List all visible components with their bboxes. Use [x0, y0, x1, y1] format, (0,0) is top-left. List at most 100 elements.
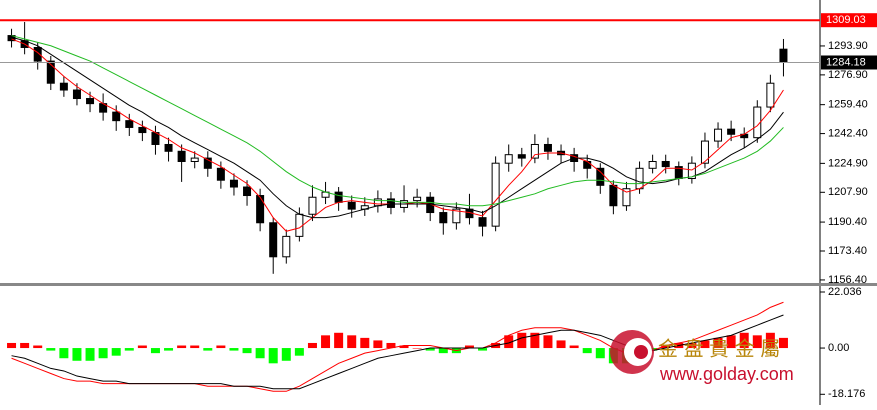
histogram-bar: [242, 348, 252, 354]
histogram-bar: [46, 348, 56, 351]
histogram-bar: [321, 335, 331, 349]
histogram-bar: [464, 345, 474, 349]
candle-body: [269, 222, 278, 258]
histogram-bar: [124, 348, 134, 351]
histogram-bar: [7, 342, 17, 349]
y-tick-label: 1190.40: [828, 216, 867, 228]
indicator-line: [11, 314, 784, 390]
histogram-bar: [360, 337, 370, 349]
histogram-bar: [164, 348, 174, 351]
histogram-bar: [98, 348, 108, 359]
histogram-bar: [294, 348, 304, 356]
histogram-bar: [203, 348, 213, 351]
histogram-bar: [307, 342, 317, 349]
histogram-bar: [661, 345, 671, 349]
histogram-bar: [229, 348, 239, 351]
histogram-bar: [190, 345, 200, 349]
candle-body: [72, 89, 81, 100]
histogram-bar: [739, 332, 749, 349]
histogram-bar: [334, 332, 344, 349]
histogram-bar: [72, 348, 82, 361]
histogram-bar: [33, 345, 43, 349]
candle-body: [635, 167, 644, 190]
histogram-bar: [177, 345, 187, 349]
histogram-bar: [504, 335, 514, 349]
candle-body: [478, 217, 487, 227]
histogram-bar: [438, 348, 448, 354]
watermark-url: www.golday.com: [659, 364, 794, 384]
candle-body: [766, 82, 775, 108]
candle-body: [622, 188, 631, 207]
level-label-bg: [821, 13, 877, 28]
candle-body: [596, 167, 605, 186]
candle-body: [86, 98, 95, 105]
candle-body: [413, 196, 422, 202]
candle-body: [347, 201, 356, 210]
histogram-bar: [752, 335, 762, 349]
candle-body: [661, 160, 670, 168]
y-tick-label: 0.00: [828, 342, 849, 354]
histogram-bar: [373, 340, 383, 349]
candle-body: [714, 128, 723, 142]
histogram-bar: [687, 342, 697, 349]
y-tick-label: -18.176: [828, 388, 865, 400]
histogram-bar: [543, 335, 553, 349]
y-tick-label: 1224.90: [828, 157, 868, 169]
candle-body: [125, 120, 134, 128]
candle-body: [138, 126, 147, 134]
candle-body: [648, 160, 657, 169]
y-tick-label: 1293.90: [828, 40, 868, 52]
histogram-bar: [556, 340, 566, 349]
candle-body: [256, 195, 265, 224]
candle-body: [164, 143, 173, 152]
candle-body: [687, 162, 696, 180]
candle-body: [216, 167, 225, 181]
candle-body: [439, 212, 448, 224]
histogram-bar: [478, 348, 488, 351]
candle-body: [334, 191, 343, 203]
price-label-bg: [821, 55, 877, 70]
histogram-bar: [569, 345, 579, 349]
histogram-bar: [137, 345, 147, 349]
histogram-bar: [530, 332, 540, 349]
histogram-bar: [216, 345, 226, 349]
candle-body: [609, 184, 618, 207]
histogram-bar: [517, 332, 527, 349]
candle-body: [295, 213, 304, 237]
price-label: 1284.18: [826, 56, 866, 68]
histogram-bar: [700, 340, 710, 349]
candle-body: [33, 46, 42, 62]
watermark: 金 盘 貴 金 屬 www.golday.com: [610, 330, 794, 384]
histogram-bar: [765, 332, 775, 349]
candle-body: [59, 82, 68, 91]
y-tick-label: 1276.90: [828, 69, 868, 81]
histogram-bar: [726, 335, 736, 349]
y-tick-label: 1207.90: [828, 186, 868, 198]
histogram-bar: [255, 348, 265, 359]
histogram-bar: [347, 335, 357, 349]
candle-body: [517, 154, 526, 159]
indicator-line: [11, 35, 784, 207]
candle-body: [229, 179, 238, 188]
histogram-bar: [582, 348, 592, 354]
candle-body: [243, 186, 252, 197]
histogram-bar: [595, 348, 605, 359]
histogram-bar: [59, 348, 69, 359]
histogram-bar: [20, 342, 30, 349]
candle-body: [700, 140, 709, 164]
histogram-bar: [150, 348, 160, 354]
candle-body: [543, 143, 552, 152]
watermark-name: 金 盘 貴 金 屬: [658, 337, 780, 360]
candle-body: [583, 160, 592, 169]
candle-body: [727, 128, 736, 135]
logo-dot: [634, 345, 648, 359]
histogram-bar: [268, 348, 278, 364]
y-tick-label: 22.036: [828, 286, 862, 298]
candle-body: [203, 157, 212, 169]
candle-body: [530, 143, 539, 159]
histogram-bar: [399, 345, 409, 349]
y-tick-label: 1156.40: [828, 274, 867, 286]
candle-body: [491, 162, 500, 227]
level-label: 1309.03: [826, 14, 866, 26]
